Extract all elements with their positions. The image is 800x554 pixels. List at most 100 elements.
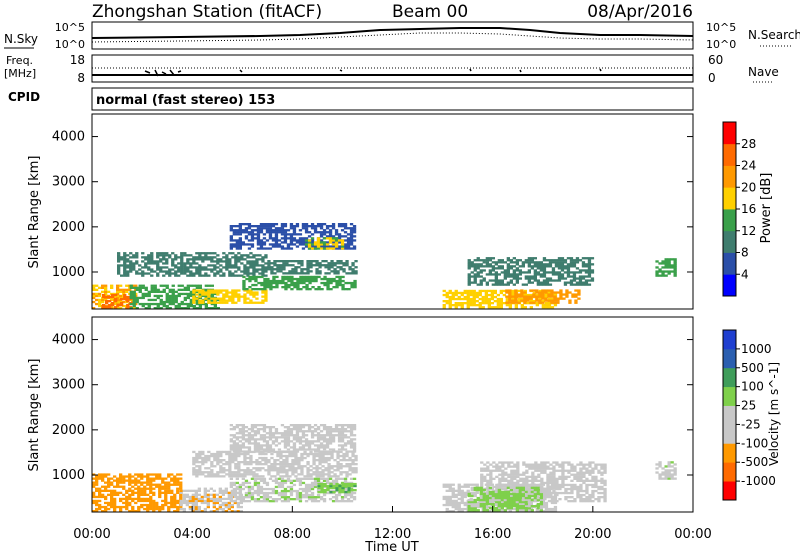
velocity-cell: [229, 424, 233, 427]
velocity-cell: [250, 485, 255, 489]
power-cell: [159, 302, 163, 306]
power-cell: [325, 245, 330, 248]
velocity-cell: [307, 444, 312, 447]
power-cell: [268, 227, 273, 230]
velocity-cell: [445, 501, 449, 505]
velocity-cell: [167, 475, 171, 478]
velocity-cell: [273, 463, 277, 466]
power-cell: [472, 289, 476, 293]
power-cell: [119, 284, 123, 287]
power-cell: [138, 284, 142, 287]
velocity-cell: [567, 483, 571, 487]
velocity-cell: [310, 430, 315, 433]
velocity-cell: [179, 497, 183, 501]
power-cell: [512, 277, 516, 280]
power-cell: [129, 264, 133, 267]
power-cell: [101, 300, 105, 304]
power-cell: [538, 301, 542, 304]
velocity-cell: [343, 500, 348, 503]
power-cell: [512, 283, 516, 286]
power-cell: [352, 225, 357, 228]
power-cell: [162, 270, 166, 273]
velocity-cell: [454, 493, 458, 496]
velocity-cell: [294, 456, 298, 460]
velocity-cell: [553, 507, 558, 511]
velocity-cell: [573, 485, 577, 489]
power-cell: [198, 264, 202, 267]
velocity-cell: [110, 503, 114, 507]
power-cell: [442, 293, 446, 297]
velocity-cell: [463, 501, 467, 505]
power-cell: [129, 266, 133, 269]
velocity-cell: [231, 471, 235, 474]
velocity-cell: [492, 461, 496, 464]
velocity-cell: [312, 454, 316, 458]
power-cell: [658, 268, 662, 271]
velocity-cell: [198, 454, 202, 458]
velocity-cell: [161, 503, 165, 507]
velocity-cell: [316, 438, 321, 441]
power-cell: [237, 258, 241, 261]
power-cell: [129, 286, 133, 289]
power-cell: [584, 269, 589, 272]
power-cell: [469, 302, 473, 305]
velocity-cell: [122, 477, 126, 480]
power-cell: [117, 272, 121, 275]
power-cell: [232, 225, 236, 228]
power-cell: [262, 233, 267, 236]
velocity-cell: [243, 461, 247, 464]
velocity-cell: [328, 440, 333, 443]
velocity-cell: [300, 459, 304, 462]
velocity-cell: [264, 452, 268, 456]
power-cell: [339, 266, 343, 269]
power-cell: [144, 292, 148, 296]
velocity-cell: [256, 483, 261, 487]
velocity-cell: [164, 481, 168, 484]
nsky-trace: [91, 27, 694, 39]
velocity-cell: [137, 479, 141, 482]
power-cell: [204, 266, 208, 269]
power-cell: [335, 281, 339, 285]
power-cell: [132, 298, 136, 302]
power-cell: [180, 266, 184, 269]
velocity-cell: [501, 475, 505, 478]
power-cell: [213, 252, 217, 255]
power-cell: [266, 279, 270, 283]
power-cell: [162, 266, 166, 269]
velocity-cell: [256, 489, 261, 493]
velocity-cell: [149, 487, 153, 490]
power-cell: [467, 281, 471, 284]
power-cell: [162, 302, 166, 306]
power-cell: [264, 293, 268, 296]
power-cell: [533, 261, 537, 264]
velocity-cell: [210, 475, 214, 478]
power-cell: [289, 239, 294, 242]
velocity-cell: [486, 473, 490, 476]
velocity-cell: [301, 446, 306, 449]
velocity-cell: [225, 473, 229, 476]
power-cell: [316, 225, 321, 228]
velocity-cell: [567, 461, 571, 464]
velocity-cell: [182, 493, 186, 496]
velocity-cell: [131, 481, 135, 484]
power-cell: [229, 237, 233, 240]
power-cell: [343, 239, 348, 242]
power-cell: [268, 243, 273, 246]
power-cell: [541, 297, 545, 300]
velocity-cell: [552, 473, 556, 476]
velocity-cell: [576, 496, 580, 499]
power-cell: [207, 289, 211, 292]
power-cell: [162, 262, 166, 265]
velocity-cell: [310, 487, 315, 491]
velocity-cell: [228, 450, 232, 454]
power-cell: [207, 296, 211, 300]
velocity-cell: [207, 471, 211, 474]
power-cell: [104, 286, 108, 289]
power-cell: [342, 270, 346, 273]
power-cell: [264, 297, 268, 300]
velocity-cell: [298, 477, 303, 480]
nsearch-tick-top: 10^5: [706, 21, 736, 34]
velocity-cell: [282, 471, 286, 474]
velocity-cell: [339, 463, 343, 466]
power-cell: [350, 283, 354, 287]
